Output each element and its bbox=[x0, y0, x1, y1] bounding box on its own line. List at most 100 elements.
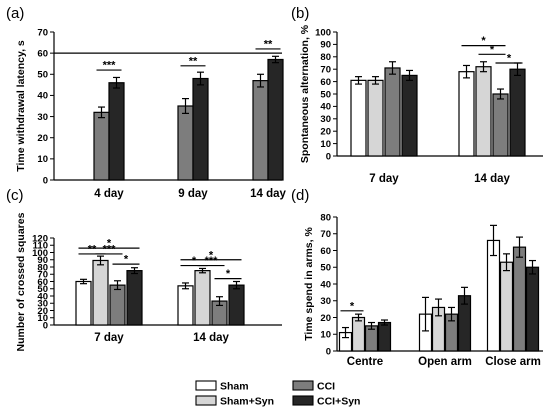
chart-panel-1: (a) Time withdrawal latency, s 0 10 20 30 40 50… bbox=[6, 5, 287, 200]
bar-cci bbox=[492, 93, 509, 157]
y-axis-label: Spontaneous alternation, % bbox=[299, 24, 311, 163]
significance-label: *** bbox=[205, 255, 219, 267]
legend-swatch bbox=[292, 380, 314, 391]
significance-label: ** bbox=[189, 55, 198, 67]
bar-cci-syn bbox=[377, 321, 392, 352]
y-tick-label: 0 bbox=[326, 346, 331, 357]
y-tick-label: 50 bbox=[37, 70, 48, 81]
x-tick-label: Close arm bbox=[485, 356, 541, 368]
significance-label: * bbox=[350, 300, 355, 312]
y-tick-label: 0 bbox=[43, 320, 48, 331]
y-tick-label: 60 bbox=[320, 246, 331, 257]
y-tick-label: 80 bbox=[320, 52, 331, 63]
y-tick-label: 10 bbox=[37, 154, 48, 165]
y-tick-label: 100 bbox=[32, 248, 48, 259]
x-tick-label: 9 day bbox=[178, 188, 208, 200]
y-tick-label: 90 bbox=[320, 40, 331, 51]
significance-label: * bbox=[226, 268, 231, 280]
panel-label: (d) bbox=[291, 187, 309, 204]
y-tick-label: 10 bbox=[320, 330, 331, 341]
legend-swatch bbox=[195, 380, 217, 391]
bar-sham-syn bbox=[499, 261, 514, 352]
bar-sham bbox=[486, 239, 501, 352]
y-tick-label: 70 bbox=[37, 27, 48, 38]
bar-cci-syn bbox=[192, 77, 209, 181]
bar-cci-syn bbox=[126, 270, 143, 326]
significance-label: * bbox=[490, 44, 495, 56]
y-tick-label: 20 bbox=[320, 127, 331, 138]
x-tick-label: Centre bbox=[347, 356, 383, 368]
bar-sham-syn bbox=[475, 66, 492, 157]
y-tick-label: 60 bbox=[37, 277, 48, 288]
bar-sham bbox=[350, 79, 367, 157]
y-tick-label: 80 bbox=[37, 262, 48, 273]
y-tick-label: 110 bbox=[33, 241, 48, 252]
y-tick-label: 20 bbox=[320, 313, 331, 324]
legend: Sham CCI Sham+Syn CCI+Syn bbox=[195, 380, 360, 408]
bar-cci bbox=[109, 284, 126, 326]
x-tick-label: 4 day bbox=[94, 188, 124, 200]
significance-label: * bbox=[107, 238, 112, 250]
bar-cci-syn bbox=[228, 284, 245, 326]
legend-label: CCI+Syn bbox=[317, 396, 360, 408]
y-tick-label: 40 bbox=[37, 291, 48, 302]
y-axis-label: Time withdrawal latency, s bbox=[15, 40, 27, 172]
y-tick-label: 40 bbox=[37, 91, 48, 102]
bar-cci bbox=[384, 67, 401, 157]
y-tick-label: 70 bbox=[37, 270, 48, 281]
significance-label: ** bbox=[264, 38, 273, 50]
bar-cci-syn bbox=[525, 266, 540, 352]
bar-cci-syn bbox=[267, 58, 284, 181]
bar-sham-syn bbox=[351, 316, 366, 352]
bar-sham-syn bbox=[194, 270, 211, 326]
x-tick-label: 14 day bbox=[474, 173, 510, 185]
y-tick-label: 20 bbox=[37, 133, 48, 144]
y-tick-label: 10 bbox=[37, 313, 48, 324]
significance-label: * bbox=[507, 53, 512, 65]
bar-cci-syn bbox=[509, 68, 526, 157]
significance-label: * bbox=[192, 255, 197, 267]
y-axis-label: Number of crossed squares bbox=[15, 212, 27, 351]
panel-label: (a) bbox=[6, 5, 24, 22]
significance-label: * bbox=[481, 35, 486, 47]
significance-label: * bbox=[209, 249, 214, 261]
y-tick-label: 30 bbox=[37, 299, 48, 310]
legend-label: Sham+Syn bbox=[220, 396, 274, 408]
bar-cci bbox=[93, 111, 110, 181]
y-tick-label: 70 bbox=[320, 229, 331, 240]
panel-label: (b) bbox=[291, 5, 309, 22]
legend-label: Sham bbox=[220, 381, 249, 393]
x-tick-label: 7 day bbox=[369, 173, 399, 185]
bar-cci bbox=[252, 80, 269, 181]
bar-sham bbox=[458, 71, 475, 157]
legend-item-sham: Sham bbox=[195, 380, 249, 393]
bar-cci bbox=[512, 246, 527, 352]
y-tick-label: 40 bbox=[320, 279, 331, 290]
bar-cci bbox=[177, 105, 194, 181]
bar-cci-syn bbox=[108, 82, 125, 181]
significance-label: *** bbox=[103, 60, 117, 72]
legend-item-cci-syn: CCI+Syn bbox=[292, 395, 360, 408]
legend-item-sham-syn: Sham+Syn bbox=[195, 395, 274, 408]
y-tick-label: 40 bbox=[320, 102, 331, 113]
legend-label: CCI bbox=[317, 381, 335, 393]
legend-item-cci: CCI bbox=[292, 380, 335, 393]
bar-sham-syn bbox=[92, 259, 109, 326]
y-tick-label: 50 bbox=[37, 284, 48, 295]
legend-swatch bbox=[292, 395, 314, 406]
x-tick-label: 14 day bbox=[193, 332, 229, 344]
legend-swatch bbox=[195, 395, 217, 406]
y-tick-label: 80 bbox=[320, 212, 331, 223]
chart-panel-4: (d) Time spend in arms, % 0 10 20 30 40 50 60 70 8… bbox=[291, 187, 543, 368]
y-tick-label: 60 bbox=[320, 77, 331, 88]
chart-panel-3: (c) Number of crossed squares 010203040506… bbox=[6, 187, 282, 351]
bar-sham bbox=[177, 285, 194, 326]
y-tick-label: 10 bbox=[320, 139, 331, 150]
y-tick-label: 0 bbox=[326, 151, 331, 162]
panel-label: (c) bbox=[6, 187, 24, 204]
y-tick-label: 90 bbox=[37, 255, 48, 266]
x-tick-label: 14 day bbox=[250, 188, 286, 200]
y-axis-label: Time spend in arms, % bbox=[303, 227, 315, 341]
